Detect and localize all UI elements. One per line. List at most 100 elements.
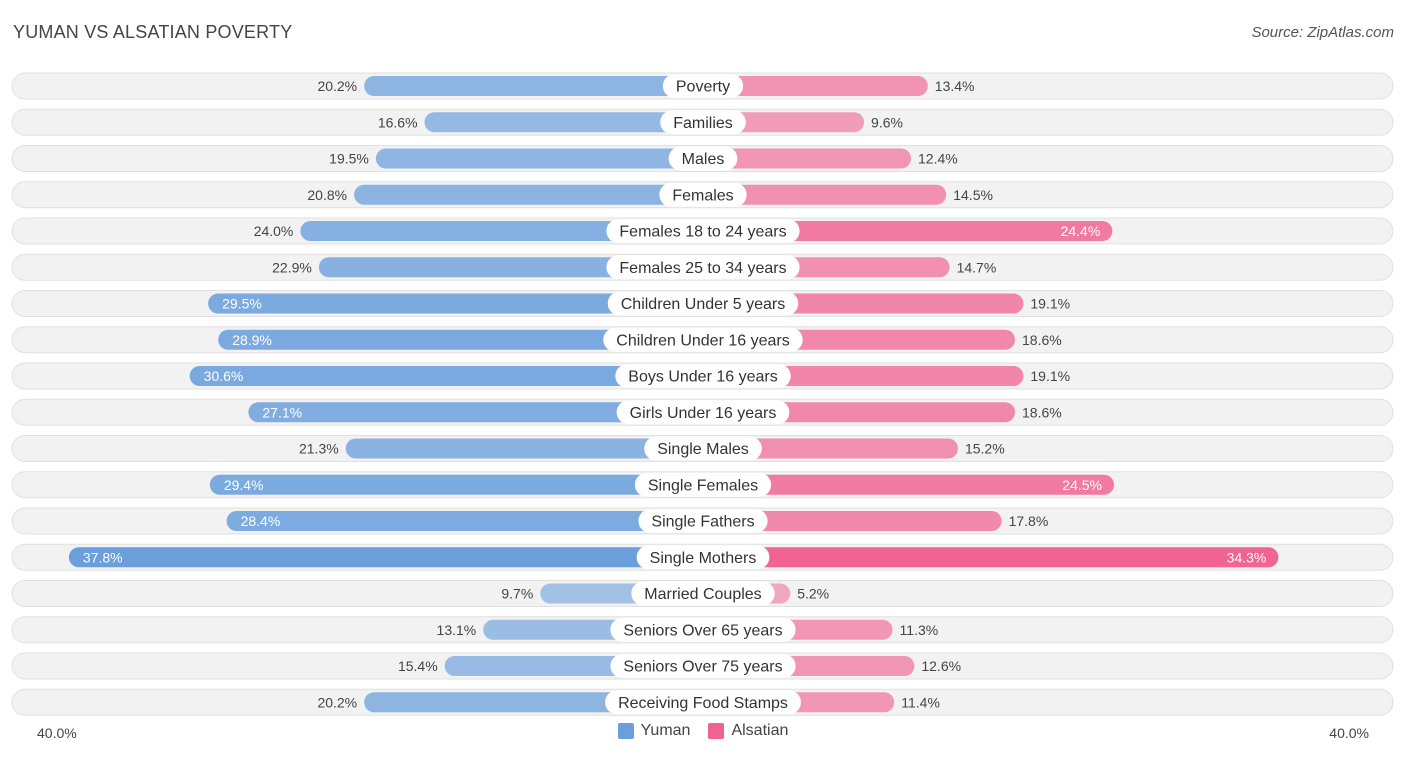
category-pill-children-under-5-years bbox=[607, 291, 799, 316]
category-label-children-under-16-years: Children Under 16 years bbox=[616, 332, 789, 349]
bar-alsatian-single-fathers bbox=[703, 511, 1002, 531]
bar-yuman-males bbox=[375, 148, 703, 169]
bar-alsatian-females-18-to-24-years bbox=[703, 221, 1113, 241]
category-pill-single-mothers bbox=[636, 545, 770, 570]
category-label-single-mothers: Single Mothers bbox=[650, 550, 757, 567]
bar-alsatian-males bbox=[703, 148, 912, 169]
bar-yuman-children-under-16-years bbox=[218, 329, 703, 350]
bar-yuman-single-mothers bbox=[68, 547, 703, 568]
axis-left-label: 40.0% bbox=[37, 725, 77, 741]
value-yuman-poverty: 20.2% bbox=[317, 78, 357, 94]
category-pill-poverty bbox=[662, 74, 744, 98]
category-label-families: Families bbox=[673, 115, 733, 132]
value-alsatian-receiving-food-stamps: 11.4% bbox=[901, 694, 940, 710]
value-yuman-single-females: 29.4% bbox=[224, 477, 264, 493]
category-pill-single-fathers bbox=[638, 509, 768, 533]
value-yuman-receiving-food-stamps: 20.2% bbox=[317, 694, 357, 710]
value-yuman-families: 16.6% bbox=[378, 114, 418, 130]
value-yuman-seniors-over-75-years: 15.4% bbox=[398, 658, 438, 674]
legend-label-yuman: Yuman bbox=[640, 722, 691, 739]
bar-alsatian-poverty bbox=[703, 76, 928, 96]
legend-item-yuman: Yuman bbox=[617, 722, 691, 740]
value-alsatian-females: 14.5% bbox=[953, 187, 993, 203]
bar-yuman-single-females bbox=[209, 474, 703, 495]
value-alsatian-seniors-over-75-years: 12.6% bbox=[921, 658, 961, 674]
category-label-females-18-to-24-years: Females 18 to 24 years bbox=[619, 224, 786, 241]
value-alsatian-seniors-over-65-years: 11.3% bbox=[900, 622, 939, 638]
value-alsatian-single-males: 15.2% bbox=[965, 441, 1005, 457]
value-yuman-single-fathers: 28.4% bbox=[241, 513, 281, 529]
category-label-females: Females bbox=[672, 187, 733, 204]
category-pill-seniors-over-75-years bbox=[610, 654, 796, 678]
category-pill-seniors-over-65-years bbox=[610, 617, 796, 642]
category-pill-married-couples bbox=[631, 581, 775, 606]
category-pill-boys-under-16-years bbox=[615, 364, 791, 388]
bar-alsatian-females bbox=[703, 184, 947, 205]
category-pill-females-25-to-34-years bbox=[606, 255, 800, 280]
chart-source: Source: ZipAtlas.com bbox=[1251, 24, 1394, 41]
category-pill-single-males bbox=[644, 436, 762, 461]
category-label-girls-under-16-years: Girls Under 16 years bbox=[630, 405, 777, 422]
category-pill-females-18-to-24-years bbox=[606, 219, 800, 243]
category-label-females-25-to-34-years: Females 25 to 34 years bbox=[619, 260, 786, 277]
axis-right-label: 40.0% bbox=[1329, 725, 1369, 741]
value-yuman-girls-under-16-years: 27.1% bbox=[262, 404, 302, 420]
bar-yuman-children-under-5-years bbox=[208, 293, 703, 314]
value-alsatian-boys-under-16-years: 19.1% bbox=[1030, 368, 1070, 384]
category-label-married-couples: Married Couples bbox=[644, 586, 761, 603]
category-label-boys-under-16-years: Boys Under 16 years bbox=[628, 369, 777, 386]
value-yuman-children-under-16-years: 28.9% bbox=[232, 332, 272, 348]
category-pill-girls-under-16-years bbox=[616, 400, 790, 425]
value-yuman-single-mothers: 37.8% bbox=[83, 549, 123, 565]
category-pill-single-females bbox=[634, 472, 772, 497]
category-pill-receiving-food-stamps bbox=[605, 690, 801, 715]
value-alsatian-poverty: 13.4% bbox=[935, 78, 975, 94]
category-label-receiving-food-stamps: Receiving Food Stamps bbox=[618, 695, 788, 712]
value-alsatian-girls-under-16-years: 18.6% bbox=[1022, 404, 1062, 420]
category-label-poverty: Poverty bbox=[676, 79, 730, 96]
category-label-seniors-over-75-years: Seniors Over 75 years bbox=[623, 659, 782, 676]
value-alsatian-females-25-to-34-years: 14.7% bbox=[957, 259, 997, 275]
value-yuman-married-couples: 9.7% bbox=[501, 586, 533, 602]
value-yuman-boys-under-16-years: 30.6% bbox=[204, 368, 244, 384]
bar-alsatian-single-females bbox=[703, 474, 1114, 495]
value-alsatian-married-couples: 5.2% bbox=[797, 586, 829, 602]
bar-alsatian-single-males bbox=[703, 438, 958, 459]
value-alsatian-children-under-5-years: 19.1% bbox=[1030, 296, 1070, 312]
bar-yuman-single-fathers bbox=[226, 511, 703, 531]
category-label-single-males: Single Males bbox=[657, 441, 749, 458]
bar-yuman-families bbox=[424, 112, 703, 133]
value-alsatian-single-fathers: 17.8% bbox=[1009, 513, 1049, 529]
bar-yuman-girls-under-16-years bbox=[248, 402, 703, 423]
value-yuman-children-under-5-years: 29.5% bbox=[222, 296, 262, 312]
bar-yuman-females-25-to-34-years bbox=[318, 257, 703, 278]
legend-label-alsatian: Alsatian bbox=[731, 722, 789, 739]
category-label-males: Males bbox=[682, 151, 725, 168]
legend: Yuman Alsatian bbox=[0, 722, 1406, 740]
value-yuman-females-18-to-24-years: 24.0% bbox=[254, 223, 294, 239]
value-yuman-males: 19.5% bbox=[329, 151, 369, 167]
value-alsatian-males: 12.4% bbox=[918, 151, 958, 167]
legend-swatch-yuman bbox=[617, 723, 634, 739]
category-label-single-females: Single Females bbox=[648, 477, 758, 494]
category-pill-children-under-16-years bbox=[603, 327, 803, 352]
value-alsatian-families: 9.6% bbox=[871, 114, 903, 130]
value-yuman-single-males: 21.3% bbox=[299, 441, 339, 457]
bar-yuman-single-males bbox=[345, 438, 703, 459]
category-pill-families bbox=[660, 110, 746, 135]
value-alsatian-children-under-16-years: 18.6% bbox=[1022, 332, 1062, 348]
value-alsatian-females-18-to-24-years: 24.4% bbox=[1061, 223, 1101, 239]
bar-yuman-females-18-to-24-years bbox=[300, 221, 703, 241]
bar-yuman-poverty bbox=[364, 76, 703, 96]
legend-swatch-alsatian bbox=[708, 723, 725, 739]
bar-yuman-females bbox=[354, 184, 703, 205]
value-alsatian-single-mothers: 34.3% bbox=[1227, 549, 1267, 565]
category-label-seniors-over-65-years: Seniors Over 65 years bbox=[623, 622, 782, 639]
value-alsatian-single-females: 24.5% bbox=[1062, 477, 1102, 493]
category-pill-males bbox=[668, 146, 738, 171]
category-label-single-fathers: Single Fathers bbox=[651, 514, 754, 531]
bar-alsatian-single-mothers bbox=[703, 547, 1279, 568]
bar-yuman-boys-under-16-years bbox=[189, 366, 703, 386]
category-pill-females bbox=[659, 182, 747, 207]
